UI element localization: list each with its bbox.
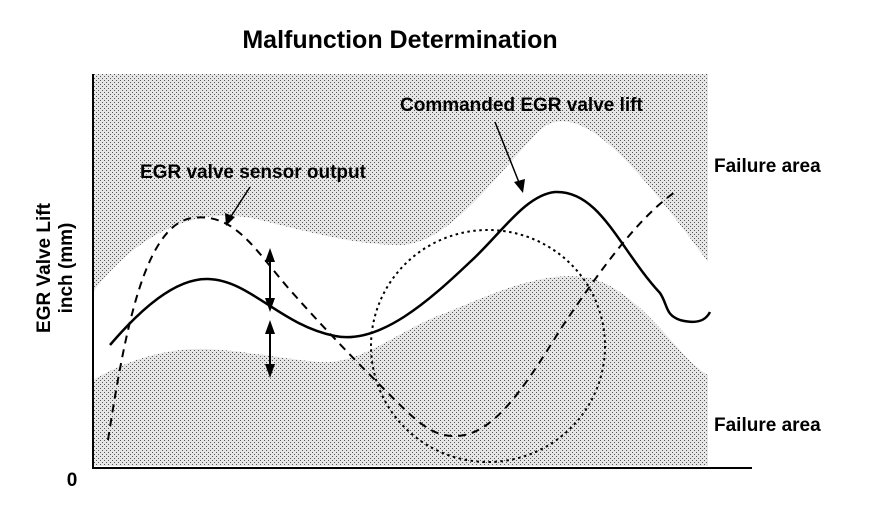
- normal-range-band: [93, 121, 708, 380]
- sensor-output-label: EGR valve sensor output: [140, 162, 367, 183]
- upper-tolerance-arrow: [265, 248, 275, 312]
- lower-tolerance-arrow: [265, 320, 275, 378]
- y-axis-label-line1: EGR Valve Lift: [34, 202, 55, 333]
- y-axis-label-line2: inch (mm): [56, 223, 77, 314]
- failure-area-lower-label: Failure area: [714, 415, 821, 436]
- sensor-output-leader: [229, 186, 251, 219]
- sensor-output-leader-arrowhead: [225, 213, 235, 226]
- diagram-title: Malfunction Determination: [242, 26, 557, 54]
- commanded-lift-leader-arrowhead: [514, 179, 525, 193]
- commanded-lift-label: Commanded EGR valve lift: [400, 95, 644, 116]
- malfunction-highlight-circle: [370, 229, 606, 463]
- origin-label: 0: [67, 470, 78, 491]
- commanded-lift-curve: [109, 190, 712, 346]
- commanded-lift-leader: [494, 121, 521, 186]
- failure-area-upper-label: Failure area: [714, 156, 821, 177]
